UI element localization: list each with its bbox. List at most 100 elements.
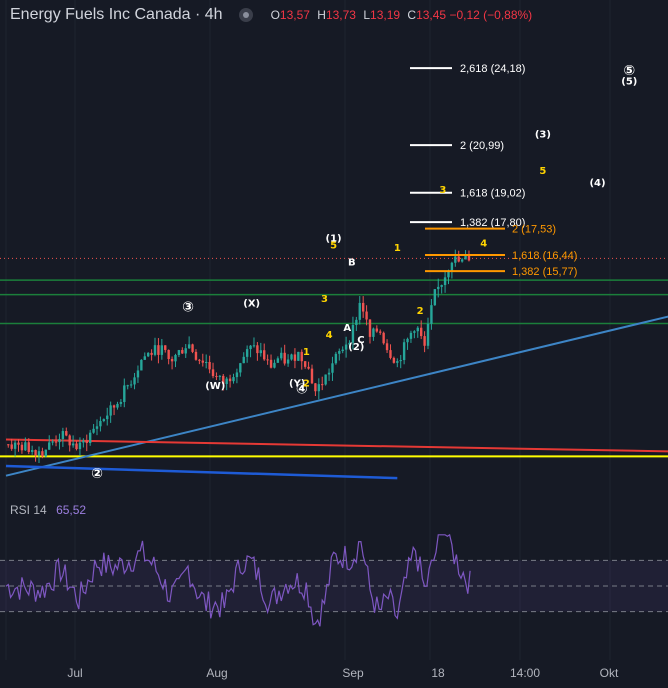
candle-body [184,348,187,354]
candle-body [112,405,116,408]
wave-label: C [357,335,364,346]
candle-body [467,255,471,261]
candle-body [51,441,54,443]
candle-body [402,342,406,361]
candle-body [310,368,314,384]
candle-body [201,360,204,363]
price-candles [7,249,471,464]
candle-body [82,440,85,443]
candle-body [321,384,324,386]
chart-header: Energy Fuels Inc Canada · 4h O13,57 H13,… [10,5,532,25]
candle-body [286,359,290,364]
wave-label: 5 [539,166,546,177]
candle-body [153,345,157,355]
candle-body [205,361,208,363]
candle-body [181,350,184,354]
candle-body [457,256,460,262]
candle-body [20,444,24,451]
candle-body [464,255,467,260]
candle-body [177,350,181,356]
candle-body [191,344,194,352]
wave-label: B [348,258,356,269]
x-axis-label: Okt [600,666,619,680]
wave-label: 5 [330,241,337,252]
candle-body [351,325,355,343]
candle-body [355,319,358,326]
candle-body [344,344,348,350]
candle-body [338,351,341,354]
candle-body [215,376,218,378]
candle-body [389,350,392,358]
candle-body [263,350,266,360]
candle-body [157,345,160,355]
visibility-eye-icon[interactable] [238,8,253,22]
candle-body [385,343,389,351]
fib-label-white: 1,382 (17,80) [460,217,525,229]
wave-label: (4) [589,178,605,189]
trend-line-blue [5,315,668,477]
candle-body [187,344,191,349]
candle-body [129,384,133,386]
rsi-panel [0,533,668,627]
candle-body [358,302,361,320]
candle-body [454,256,457,263]
candle-body [167,349,170,359]
trend-line-red [5,438,668,453]
candle-body [293,354,297,361]
wave-label: ⑤ [623,63,635,79]
wave-label: (5) [621,77,637,88]
candle-body [437,286,440,290]
candle-body [17,442,20,445]
candle-body [406,338,409,343]
wave-label: A [343,323,351,334]
candle-body [88,432,92,444]
wave-label: ④ [296,382,308,398]
wave-label: 1 [394,243,401,254]
candle-body [34,450,37,456]
fib-targets: 2,618 (24,18) 2 (20,99) 1,618 (19,02) 1,382… [410,63,577,278]
rsi-line [5,533,471,627]
candle-body [426,323,430,346]
candle-body [307,366,310,369]
candle-body [174,355,177,362]
candle-body [85,440,88,444]
fib-label-orange: 2 (17,53) [512,224,556,236]
candle-body [423,336,426,346]
candle-body [58,438,61,443]
wave-label: 4 [326,330,333,341]
candle-body [433,289,437,306]
rsi-value: 65,52 [56,503,87,517]
candle-body [283,352,286,364]
candle-body [399,360,402,362]
low-value: 13,19 [370,8,401,22]
candle-body [119,402,123,404]
candle-body [225,378,228,384]
fib-label-orange: 1,382 (15,77) [512,266,577,278]
candle-body [259,350,262,354]
candle-body [303,361,307,367]
candle-body [232,377,235,382]
candle-body [170,358,174,362]
candle-body [290,354,293,360]
candle-body [280,352,283,359]
close-value: 13,45 [416,8,447,22]
x-axis-label: 14:00 [510,666,540,680]
candle-body [413,331,416,333]
candle-body [68,435,71,446]
candle-body [54,441,58,443]
candle-body [126,385,129,387]
fib-label-white: 1,618 (19,02) [460,188,525,200]
candle-body [266,359,269,361]
candle-body [276,358,280,363]
wave-label: 3 [321,294,328,305]
candle-body [331,363,334,373]
candle-body [30,450,34,452]
candle-body [409,332,413,339]
chart-grid [5,0,611,660]
candle-body [361,302,365,312]
candle-body [109,405,112,416]
candle-body [71,443,75,446]
candle-body [41,451,44,457]
symbol-title[interactable]: Energy Fuels Inc Canada · 4h [10,6,223,23]
